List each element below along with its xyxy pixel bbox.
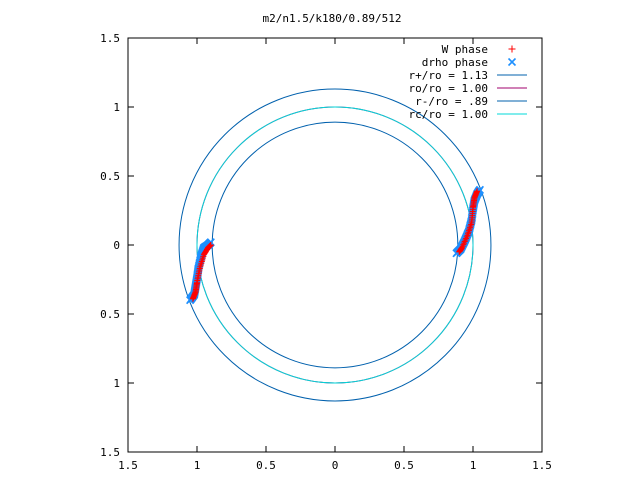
- x-tick-label: 0.5: [256, 459, 276, 472]
- y-tick-label: 0.5: [100, 308, 120, 321]
- w-phase-point: [207, 242, 214, 248]
- legend-label: ro/ro = 1.00: [409, 82, 488, 95]
- legend-label: W phase: [442, 43, 488, 56]
- circle-r-ro-1-13: [178, 88, 492, 402]
- x-tick-label: 1.5: [118, 459, 138, 472]
- x-tick-label: 0.5: [394, 459, 414, 472]
- legend-label: r+/ro = 1.13: [409, 69, 488, 82]
- x-tick-label: 1: [194, 459, 201, 472]
- x-tick-label: 1: [470, 459, 477, 472]
- circle-rc-ro-1-00: [196, 106, 474, 384]
- legend-label: drho phase: [422, 56, 488, 69]
- orbit-circles: [178, 88, 492, 402]
- y-tick-label: 0.5: [100, 170, 120, 183]
- w-phase-point: [474, 188, 481, 195]
- circle-ro-ro-1-00: [196, 106, 474, 384]
- legend-label: rc/ro = 1.00: [409, 108, 488, 121]
- y-tick-label: 0: [113, 239, 120, 252]
- legend-label: r-/ro = .89: [415, 95, 488, 108]
- x-tick-label: 1.5: [532, 459, 552, 472]
- legend-marker: [507, 57, 517, 67]
- y-tick-label: 1: [113, 377, 120, 390]
- y-tick-label: 1.5: [100, 32, 120, 45]
- axis-ticks: 1.5 1 0.5 0 0.5 1 1.51.510.500.511.5: [100, 32, 552, 472]
- chart-title: m2/n1.5/k180/0.89/512: [262, 12, 401, 25]
- y-tick-label: 1.5: [100, 446, 120, 459]
- phase-points: [186, 185, 484, 305]
- legend-marker: [508, 45, 516, 53]
- x-tick-label: 0: [332, 459, 339, 472]
- circle-r-ro-89: [211, 121, 459, 369]
- y-tick-label: 1: [113, 101, 120, 114]
